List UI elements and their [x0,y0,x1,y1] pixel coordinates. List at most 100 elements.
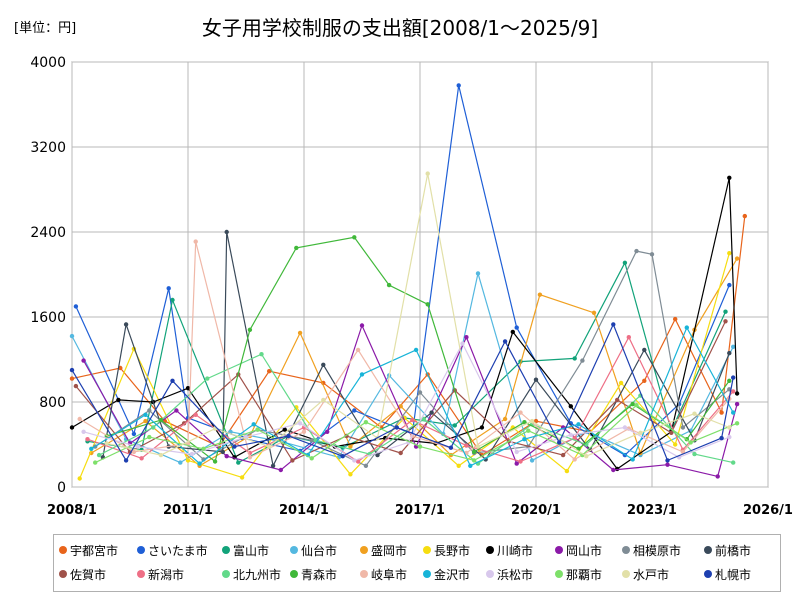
legend-label: 前橋市 [715,543,752,558]
legend-label: 川崎市 [497,543,534,558]
data-point [468,463,473,468]
data-point [189,451,195,457]
data-point [259,352,264,357]
data-point [471,449,477,455]
data-point [557,440,562,445]
legend-item: 盛岡市 [360,541,407,559]
series-line [71,322,734,462]
data-point [398,404,403,409]
data-point [89,446,94,451]
legend-label: 那覇市 [566,567,603,582]
data-point [417,444,423,449]
data-point [665,462,670,467]
data-point [456,463,461,468]
data-point [734,421,740,426]
data-point [510,329,515,335]
legend-item: 北九州市 [222,565,281,583]
data-point [421,416,427,422]
data-point [471,458,477,463]
data-point [348,472,353,477]
data-point [359,372,365,377]
data-point [193,239,198,244]
data-point [355,347,361,353]
series-北九州市 [96,352,736,466]
y-tick-label: 3200 [30,140,66,156]
y-axis-ticks: 0 800 1600 2400 3200 4000 [30,55,66,496]
data-point [611,467,616,473]
data-point [533,377,539,382]
series-金沢市 [89,325,736,468]
legend-item: 札幌市 [704,565,751,583]
legend-item: 佐賀市 [59,565,106,583]
data-point [529,458,535,463]
data-point [634,403,639,408]
series-group [69,83,747,481]
data-point [116,397,121,403]
legend-item: 浜松市 [486,565,533,583]
data-point [69,333,75,339]
data-point [715,474,720,479]
x-axis-ticks: 2008/1 2011/1 2014/1 2017/1 2020/1 2023/1 2026… [47,503,793,518]
legend-marker-icon [622,546,630,554]
data-point [123,458,129,463]
series-佐賀市 [73,319,728,463]
data-point [731,344,736,349]
data-point [502,339,508,344]
data-point [386,282,392,288]
data-point [425,171,430,176]
data-point [642,378,647,383]
series-水戸市 [104,171,732,459]
data-point [185,386,191,391]
data-point [642,347,647,353]
data-point [282,427,287,432]
data-point [622,425,628,430]
data-point [576,422,581,427]
series-line [71,177,738,470]
data-point [464,335,469,340]
data-point [537,292,543,297]
legend-label: 金沢市 [434,567,471,582]
data-point [719,410,724,415]
data-point [572,457,577,462]
data-point [514,449,519,455]
data-point [719,435,724,441]
data-point [448,445,454,450]
data-point [267,369,272,374]
data-point [417,390,423,395]
data-point [727,350,732,356]
data-point [688,440,693,445]
legend-marker-icon [137,546,145,554]
legend-item: 前橋市 [704,541,751,559]
x-tick-label: 2026/1 [743,503,793,518]
data-point [81,358,86,363]
data-point [634,248,639,254]
data-point [267,444,272,449]
data-point [680,425,686,430]
data-point [255,427,260,432]
data-point [355,459,361,464]
data-point [77,416,82,422]
data-point [410,417,415,423]
data-point [727,282,732,288]
data-point [278,467,283,473]
data-point [352,458,357,463]
legend-marker-icon [137,570,145,578]
legend-marker-icon [290,570,298,578]
y-tick-label: 1600 [30,310,66,326]
data-point [85,437,90,442]
data-point [93,460,98,465]
legend-marker-icon [222,570,230,578]
y-tick-label: 2400 [30,225,66,241]
data-point [197,461,202,466]
series-line [106,236,730,463]
legend-item: 相模原市 [622,541,681,559]
data-point [630,401,635,407]
data-point [502,416,508,422]
data-point [143,412,148,417]
legend-item: 川崎市 [486,541,533,559]
data-point [734,401,740,407]
data-point [158,417,164,423]
data-point [309,456,314,461]
legend-label: さいたま市 [148,543,208,558]
